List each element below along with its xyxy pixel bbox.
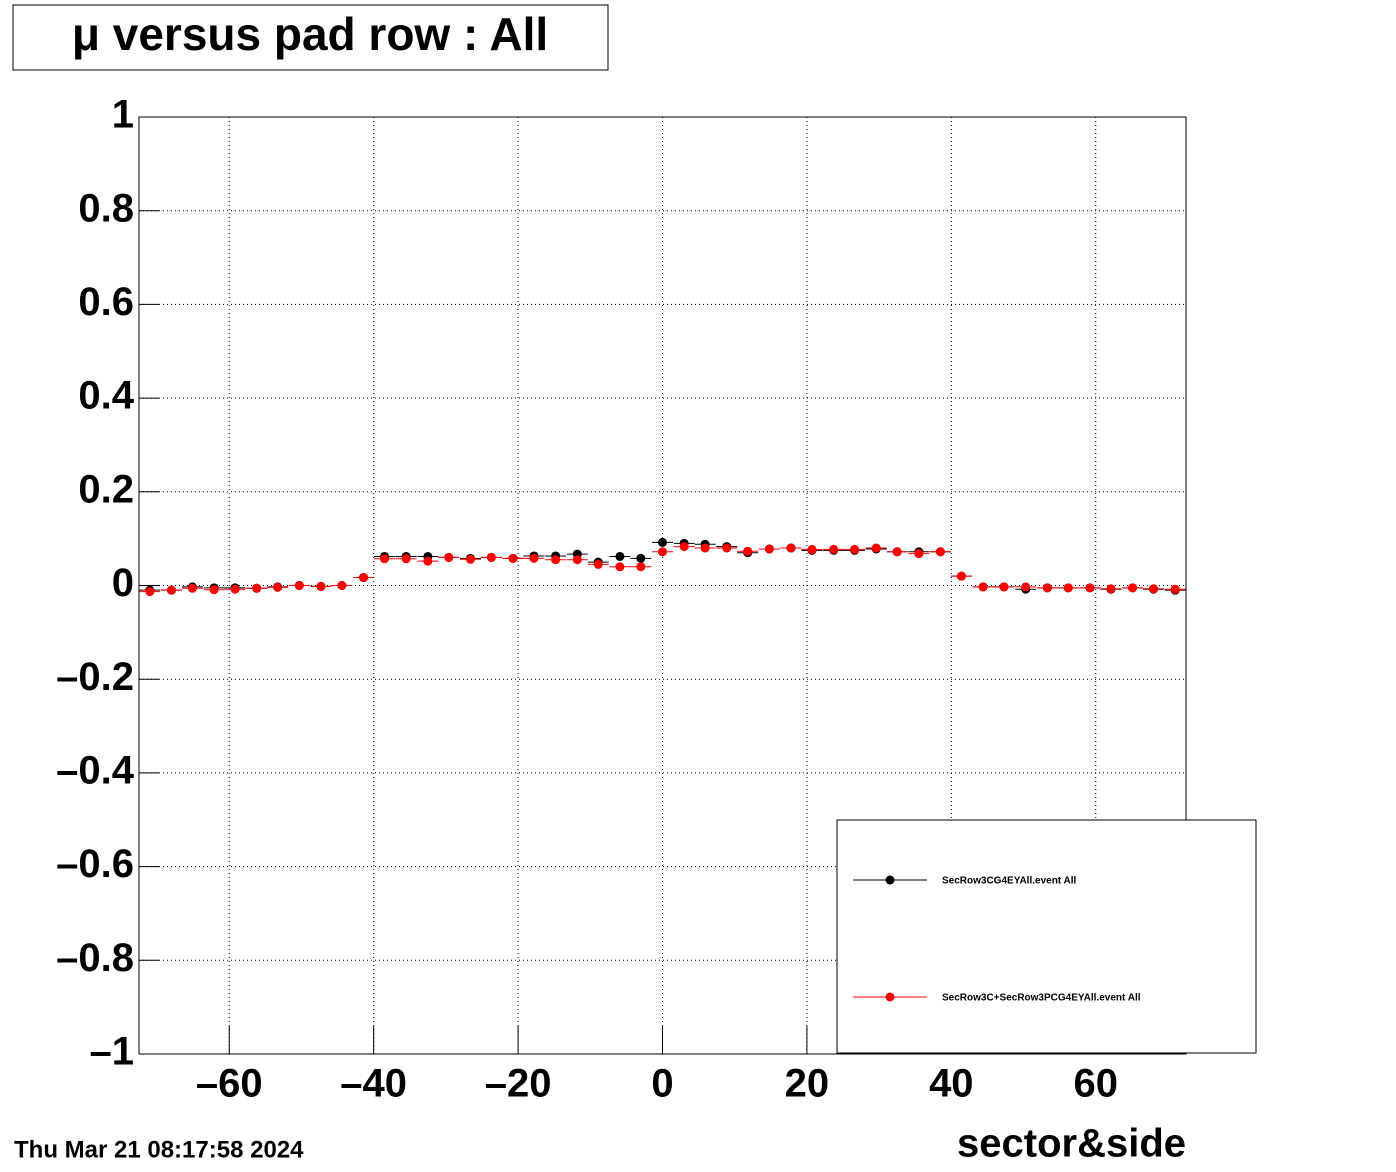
data-point bbox=[658, 537, 667, 547]
legend-marker bbox=[885, 992, 895, 1002]
y-tick-label: 0.8 bbox=[78, 186, 134, 230]
data-point bbox=[914, 549, 924, 559]
timestamp: Thu Mar 21 08:17:58 2024 bbox=[14, 1136, 304, 1163]
data-point bbox=[209, 585, 219, 595]
data-point bbox=[401, 554, 411, 564]
data-point bbox=[871, 543, 881, 553]
data-point bbox=[486, 552, 496, 562]
data-point bbox=[743, 546, 753, 556]
data-point bbox=[807, 544, 817, 554]
data-point bbox=[294, 581, 304, 590]
data-point bbox=[658, 547, 667, 557]
data-point bbox=[786, 543, 796, 553]
data-point bbox=[508, 553, 518, 563]
x-axis-label: sector&side bbox=[957, 1122, 1186, 1166]
data-point bbox=[636, 553, 646, 563]
y-tick-label: 0.2 bbox=[78, 467, 134, 511]
data-point bbox=[679, 542, 689, 552]
data-point bbox=[700, 543, 710, 553]
y-tick-label: 0 bbox=[112, 561, 134, 605]
data-point bbox=[572, 555, 582, 565]
data-point bbox=[892, 547, 902, 557]
data-point bbox=[978, 582, 988, 592]
data-point bbox=[187, 583, 197, 593]
data-point bbox=[850, 544, 860, 554]
data-point bbox=[1021, 582, 1031, 592]
x-tick-label: 20 bbox=[785, 1062, 830, 1106]
y-tick-label: 0.6 bbox=[78, 280, 134, 324]
data-point bbox=[1085, 583, 1095, 593]
legend-label: SecRow3CG4EYAll.event All bbox=[942, 876, 1077, 887]
data-point bbox=[1042, 583, 1052, 593]
y-tick-label: –0.8 bbox=[56, 936, 134, 980]
data-point bbox=[465, 554, 475, 564]
data-point bbox=[273, 582, 283, 592]
data-point bbox=[1106, 584, 1116, 594]
data-point bbox=[829, 544, 839, 554]
x-tick-label: 60 bbox=[1073, 1062, 1118, 1106]
y-tick-label: –0.4 bbox=[56, 748, 135, 792]
data-point bbox=[615, 562, 625, 572]
x-tick-label: –20 bbox=[485, 1062, 552, 1106]
data-point bbox=[956, 571, 966, 581]
legend-marker bbox=[885, 875, 895, 885]
data-point bbox=[935, 547, 945, 557]
data-point bbox=[1063, 583, 1073, 593]
data-point bbox=[615, 551, 625, 561]
chart-title: μ versus pad row : All bbox=[72, 8, 548, 60]
y-tick-label: 0.4 bbox=[78, 374, 134, 418]
data-point bbox=[145, 587, 155, 597]
x-tick-label: –40 bbox=[340, 1062, 407, 1106]
data-point bbox=[444, 552, 454, 562]
data-point bbox=[722, 543, 732, 553]
data-point bbox=[636, 562, 646, 572]
x-tick-label: 0 bbox=[651, 1062, 673, 1106]
data-point bbox=[593, 559, 603, 569]
y-tick-label: –0.2 bbox=[56, 655, 134, 699]
y-tick-label: 1 bbox=[112, 93, 134, 137]
data-point bbox=[423, 556, 433, 566]
legend-label: SecRow3C+SecRow3PCG4EYAll.event All bbox=[942, 993, 1141, 1004]
x-tick-label: 40 bbox=[929, 1062, 974, 1106]
data-point bbox=[359, 573, 369, 583]
data-point bbox=[337, 581, 347, 590]
data-point bbox=[252, 583, 262, 593]
data-point bbox=[1128, 583, 1138, 593]
x-tick-label: –60 bbox=[196, 1062, 263, 1106]
data-point bbox=[230, 584, 240, 594]
data-point bbox=[166, 585, 176, 595]
legend-box bbox=[836, 819, 1257, 1054]
data-point bbox=[999, 582, 1009, 592]
data-point bbox=[316, 581, 326, 591]
y-tick-label: –1 bbox=[90, 1030, 135, 1074]
data-point bbox=[380, 554, 390, 564]
data-point bbox=[1170, 584, 1180, 594]
title-box bbox=[12, 4, 609, 71]
data-point bbox=[1149, 584, 1159, 594]
y-tick-label: –0.6 bbox=[56, 842, 134, 886]
data-point bbox=[529, 553, 539, 563]
data-point bbox=[764, 544, 774, 554]
data-point bbox=[551, 555, 561, 565]
